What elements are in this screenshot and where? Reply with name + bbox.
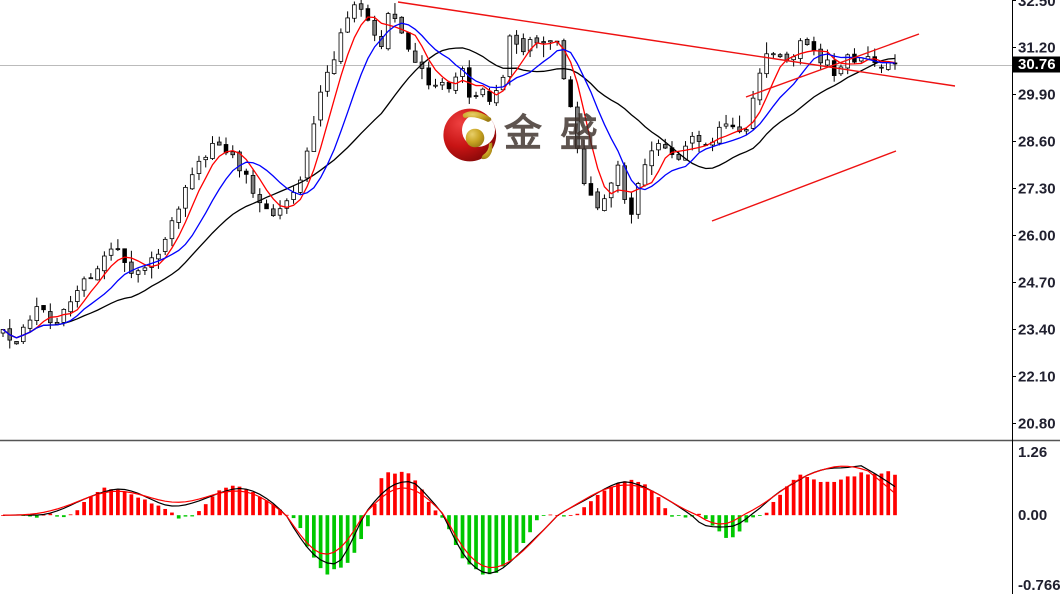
svg-text:29.90: 29.90: [1018, 87, 1056, 104]
svg-text:31.20: 31.20: [1018, 40, 1056, 57]
svg-text:22.10: 22.10: [1018, 369, 1056, 386]
svg-text:1.26: 1.26: [1018, 444, 1047, 461]
svg-text:金盛: 金盛: [503, 112, 616, 155]
svg-text:24.70: 24.70: [1018, 275, 1056, 292]
svg-text:-0.766: -0.766: [1018, 577, 1060, 594]
svg-text:30.76: 30.76: [1018, 56, 1056, 73]
svg-text:32.50: 32.50: [1018, 0, 1056, 10]
svg-text:20.80: 20.80: [1018, 416, 1056, 433]
svg-text:28.60: 28.60: [1018, 134, 1056, 151]
svg-text:26.00: 26.00: [1018, 228, 1056, 245]
svg-text:0.00: 0.00: [1018, 507, 1047, 524]
svg-text:23.40: 23.40: [1018, 322, 1056, 339]
svg-text:27.30: 27.30: [1018, 181, 1056, 198]
